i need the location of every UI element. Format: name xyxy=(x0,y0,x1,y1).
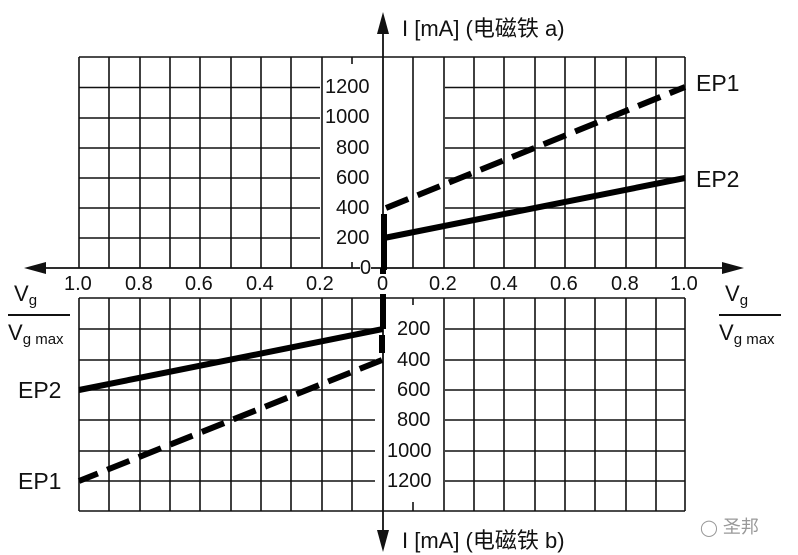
watermark-text: 圣邦 xyxy=(722,517,759,537)
tick-right-0.6: 0.6 xyxy=(550,273,578,295)
frac-bar xyxy=(8,314,70,316)
frac-bar xyxy=(719,314,781,316)
tick-top-200: 200 xyxy=(336,227,370,249)
frac-denominator-sub: g max xyxy=(733,331,775,348)
tick-left-0.2: 0.2 xyxy=(306,273,334,295)
x-axis-label-right: Vg Vg max xyxy=(719,283,781,347)
tick-top-1000: 1000 xyxy=(325,106,370,128)
legend-ep2-left: EP2 xyxy=(18,377,62,403)
tick-left-0.8: 0.8 xyxy=(125,273,153,295)
frac-denominator: V xyxy=(8,320,23,345)
legend-ep1-right: EP1 xyxy=(696,70,740,96)
tick-top-800: 800 xyxy=(336,137,370,159)
chat-bubble-icon: ◯ xyxy=(700,520,718,537)
x-axis-left-arrow xyxy=(24,262,46,274)
tick-right-0.2: 0.2 xyxy=(429,273,457,295)
frac-denominator-sub: g max xyxy=(22,331,64,348)
tick-bottom-1200: 1200 xyxy=(387,470,432,492)
tick-bottom-800: 800 xyxy=(397,409,431,431)
tick-top-600: 600 xyxy=(336,167,370,189)
tick-left-0.6: 0.6 xyxy=(185,273,213,295)
tick-bottom-200: 200 xyxy=(397,318,431,340)
y-axis-top-label: I [mA] (电磁铁 a) xyxy=(402,16,565,41)
watermark: ◯ 圣邦 xyxy=(700,513,759,539)
y-axis-up-arrow xyxy=(377,12,389,34)
tick-left-0.4: 0.4 xyxy=(246,273,274,295)
tick-right-1.0: 1.0 xyxy=(670,273,698,295)
tick-bottom-1000: 1000 xyxy=(387,440,432,462)
y-axis-down-arrow xyxy=(377,530,389,552)
frac-numerator-sub: g xyxy=(28,292,38,309)
frac-numerator-sub: g xyxy=(739,292,749,309)
tick-bottom-600: 600 xyxy=(397,379,431,401)
tick-top-400: 400 xyxy=(336,197,370,219)
tick-left-1.0: 1.0 xyxy=(64,273,92,295)
series-ep2-a xyxy=(381,175,686,270)
legend-ep1-left: EP1 xyxy=(18,468,62,494)
frac-numerator: V xyxy=(725,281,740,306)
legend-ep2-right: EP2 xyxy=(696,166,740,192)
tick-right-0.4: 0.4 xyxy=(490,273,518,295)
y-axis-bottom-label: I [mA] (电磁铁 b) xyxy=(402,528,565,553)
x-axis-right-arrow xyxy=(722,262,744,274)
tick-top-1200: 1200 xyxy=(325,76,370,98)
tick-right-0.8: 0.8 xyxy=(611,273,639,295)
tick-top-0: 0 xyxy=(360,257,372,279)
series-ep1-b xyxy=(77,335,385,484)
frac-numerator: V xyxy=(14,281,29,306)
x-axis-label-left: Vg Vg max xyxy=(8,283,70,347)
frac-denominator: V xyxy=(719,320,734,345)
tick-bottom-400: 400 xyxy=(397,349,431,371)
tick-origin: 0 xyxy=(377,273,389,295)
